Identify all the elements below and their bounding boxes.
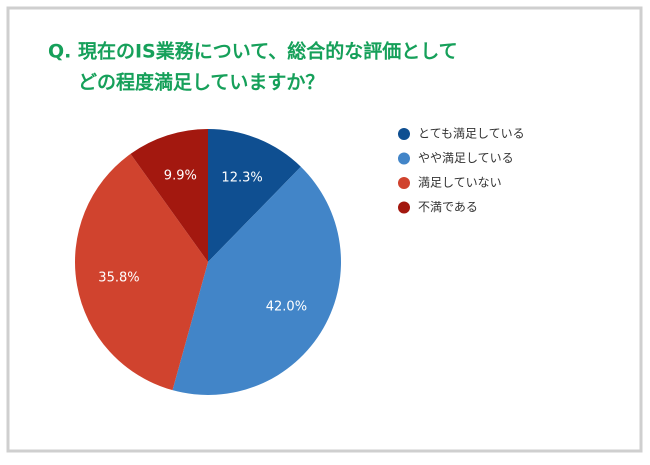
pie: 12.3% 42.0% 35.8% 9.9% [75, 129, 342, 396]
pie-slice [172, 166, 342, 396]
data-label: 42.0% [266, 300, 307, 315]
legend-label: やや満足している [418, 151, 514, 165]
legend-swatch [398, 128, 410, 140]
legend-swatch [398, 201, 410, 214]
legend-label: 満足していない [418, 176, 502, 190]
pie-slice [75, 153, 209, 391]
legend-label: 不満である [418, 200, 478, 214]
chart-title: Q. 現在のIS業務について、総合的な評価として [48, 40, 458, 63]
legend-swatch [398, 177, 410, 189]
pie-slice [130, 129, 208, 262]
legend-swatch [398, 152, 410, 165]
data-label: 9.9% [164, 168, 197, 183]
data-label: 35.8% [98, 270, 139, 285]
legend-label: とても満足している [418, 127, 525, 141]
chart-title: どの程度満足していますか？ [78, 71, 324, 94]
pie-slice [208, 129, 301, 262]
data-label: 12.3% [221, 171, 262, 186]
